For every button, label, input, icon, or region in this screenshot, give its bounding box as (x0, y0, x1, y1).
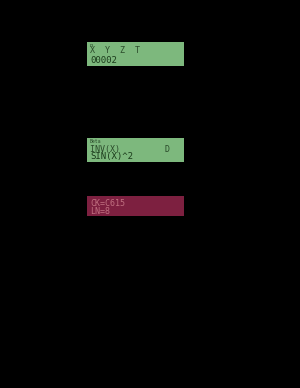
Text: n: n (90, 43, 93, 48)
Text: Beta: Beta (90, 139, 101, 144)
Bar (87, 196, 184, 216)
Text: X  Y  Z  T: X Y Z T (90, 46, 140, 55)
Text: SIN(X)^2: SIN(X)^2 (90, 152, 133, 161)
Bar (87, 138, 184, 162)
Text: CK=C615: CK=C615 (90, 199, 125, 208)
Text: INV(X)         D: INV(X) D (90, 145, 170, 154)
Text: LN=8: LN=8 (90, 207, 110, 216)
Text: 00002: 00002 (90, 56, 117, 65)
Bar (87, 42, 184, 66)
